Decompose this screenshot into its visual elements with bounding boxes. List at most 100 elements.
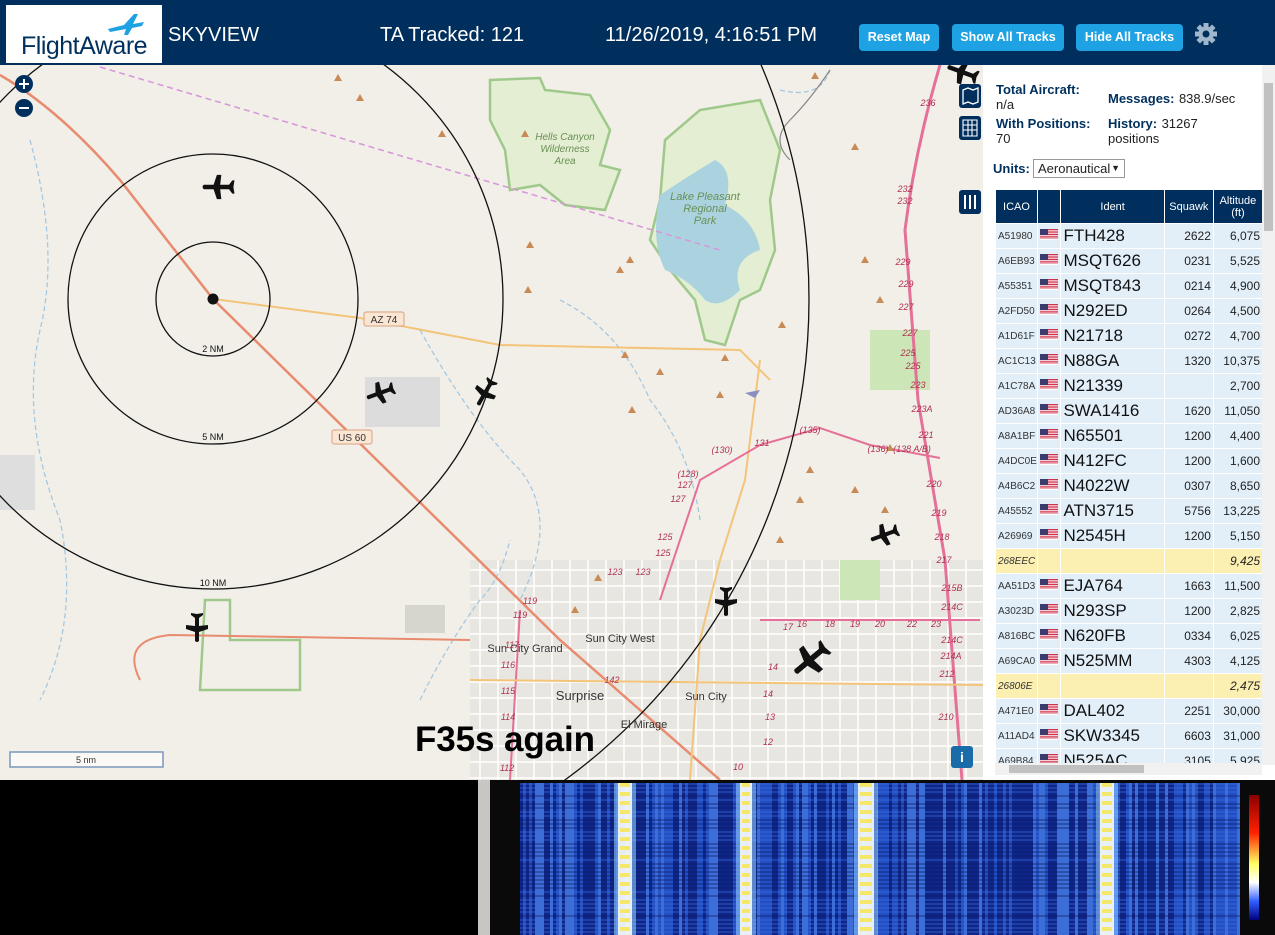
scrollbar-thumb[interactable]: [1264, 83, 1273, 231]
flag-cell: [1037, 424, 1061, 449]
aircraft-row[interactable]: A6EB93 MSQT626 0231 5,525: [996, 249, 1262, 274]
waterfall-column: [1003, 783, 1006, 935]
messages-value: 838.9/sec: [1178, 91, 1236, 106]
aircraft-row[interactable]: A1D61F N21718 0272 4,700: [996, 324, 1262, 349]
waterfall-column: [706, 783, 709, 935]
altitude-cell: 31,000: [1213, 724, 1262, 749]
aircraft-row[interactable]: 268EEC 9,425: [996, 549, 1262, 574]
waterfall-column: [1225, 783, 1228, 935]
squawk-cell: 5756: [1164, 499, 1213, 524]
waterfall-column: [607, 783, 610, 935]
waterfall-column: [784, 783, 787, 935]
road-number: 214C: [940, 602, 963, 612]
flag-cell: [1037, 674, 1061, 699]
aircraft-row[interactable]: 26806E 2,475: [996, 674, 1262, 699]
road-number: (138 A/B): [893, 444, 931, 454]
waterfall-column: [763, 783, 766, 935]
waterfall-row: [520, 871, 1240, 873]
aircraft-row[interactable]: A26969 N2545H 1200 5,150: [996, 524, 1262, 549]
horizontal-scrollbar[interactable]: [995, 763, 1262, 775]
waterfall-column: [1042, 783, 1045, 935]
waterfall-column: [1036, 783, 1039, 935]
aircraft-row[interactable]: A1C78A N21339 2,700: [996, 374, 1262, 399]
flag-cell: [1037, 349, 1061, 374]
column-header[interactable]: Squawk: [1164, 190, 1213, 224]
altitude-cell: 4,900: [1213, 274, 1262, 299]
waterfall-column: [592, 783, 595, 935]
waterfall-column: [967, 783, 970, 935]
aircraft-icon[interactable]: [745, 390, 760, 398]
messages-label: Messages:: [1108, 91, 1175, 106]
signal-peak: [860, 873, 872, 877]
road-number: 219: [930, 508, 946, 518]
aircraft-row[interactable]: A69CA0 N525MM 4303 4,125: [996, 649, 1262, 674]
aircraft-row[interactable]: A51980 FTH428 2622 6,075: [996, 224, 1262, 249]
us-flag: [1039, 229, 1058, 240]
info-button[interactable]: [951, 746, 973, 768]
aircraft-row[interactable]: A816BC N620FB 0334 6,025: [996, 624, 1262, 649]
waterfall-column: [730, 783, 733, 935]
scrollbar-thumb[interactable]: [1009, 765, 1144, 773]
us-flag: [1039, 329, 1058, 340]
column-header[interactable]: ICAO: [996, 190, 1037, 224]
waterfall-column: [1204, 783, 1207, 935]
waterfall-column: [778, 783, 781, 935]
aircraft-row[interactable]: AA51D3 EJA764 1663 11,500: [996, 574, 1262, 599]
waterfall-column: [652, 783, 655, 935]
waterfall-column: [850, 783, 853, 935]
flag-cell: [1037, 699, 1061, 724]
reset-map-button[interactable]: Reset Map: [859, 24, 939, 51]
road-number: 17: [783, 622, 794, 632]
road-number: 12: [763, 737, 773, 747]
signal-peak: [1102, 783, 1112, 787]
scale-label: 5 nm: [76, 755, 96, 765]
wilderness-area: [488, 76, 622, 212]
road-number: 221: [917, 430, 933, 440]
units-select[interactable]: Aeronautical ▼: [1033, 159, 1125, 178]
aircraft-row[interactable]: AD36A8 SWA1416 1620 11,050: [996, 399, 1262, 424]
settings-icon[interactable]: [1194, 22, 1218, 46]
waterfall-column: [811, 783, 814, 935]
waterfall-column: [715, 783, 718, 935]
waterfall-column: [1045, 783, 1048, 935]
hide-tracks-button[interactable]: Hide All Tracks: [1076, 24, 1183, 51]
waterfall-column: [1063, 783, 1066, 935]
waterfall-column: [802, 783, 805, 935]
signal-peak: [1102, 900, 1112, 904]
road-number: 112: [500, 763, 514, 773]
waterfall-column: [895, 783, 898, 935]
grid-button[interactable]: [959, 116, 981, 140]
squawk-cell: 1620: [1164, 399, 1213, 424]
waterfall-column: [676, 783, 679, 935]
waterfall-column: [928, 783, 931, 935]
aircraft-row[interactable]: A3023D N293SP 1200 2,825: [996, 599, 1262, 624]
aircraft-row[interactable]: A45552 ATN3715 5756 13,225: [996, 499, 1262, 524]
aircraft-row[interactable]: A4DC0E N412FC 1200 1,600: [996, 449, 1262, 474]
ident-cell: N4022W: [1061, 474, 1164, 499]
aircraft-row[interactable]: A8A1BF N65501 1200 4,400: [996, 424, 1262, 449]
waterfall-column: [1189, 783, 1192, 935]
waterfall-column: [583, 783, 586, 935]
squawk-cell: 1200: [1164, 599, 1213, 624]
aircraft-row[interactable]: A11AD4 SKW3345 6603 31,000: [996, 724, 1262, 749]
column-header[interactable]: Ident: [1061, 190, 1164, 224]
road-number: 14: [763, 689, 773, 699]
signal-peak: [620, 927, 630, 931]
road-number: 23: [930, 619, 941, 629]
column-header[interactable]: Altitude (ft): [1213, 190, 1262, 224]
aircraft-row[interactable]: A55351 MSQT843 0214 4,900: [996, 274, 1262, 299]
logo[interactable]: FlightAware: [6, 5, 162, 63]
aircraft-row[interactable]: A471E0 DAL402 2251 30,000: [996, 699, 1262, 724]
waterfall-column: [958, 783, 961, 935]
road-number: 212: [938, 669, 954, 679]
vertical-scrollbar[interactable]: [1262, 65, 1275, 765]
aircraft-row[interactable]: A4B6C2 N4022W 0307 8,650: [996, 474, 1262, 499]
waterfall-column: [1216, 783, 1219, 935]
aircraft-row[interactable]: A2FD50 N292ED 0264 4,500: [996, 299, 1262, 324]
flag-cell: [1037, 649, 1061, 674]
show-tracks-button[interactable]: Show All Tracks: [952, 24, 1064, 51]
us-flag: [1039, 754, 1058, 765]
waterfall-column: [931, 783, 934, 935]
aircraft-row[interactable]: AC1C13 N88GA 1320 10,375: [996, 349, 1262, 374]
